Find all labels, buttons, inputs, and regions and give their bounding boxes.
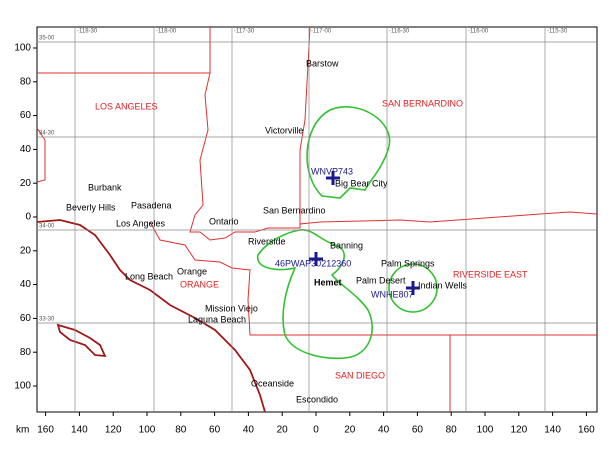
longitude-label: -116-30 [389,29,410,35]
county-line [149,221,451,412]
contour [257,229,373,360]
x-tick-label: 0 [313,425,319,436]
y-tick-label: 20 [20,245,32,256]
city-label: Hemet [314,277,342,287]
x-tick-label: 100 [139,425,156,436]
station-marker [309,252,323,266]
longitude-label: -118-00 [156,29,177,35]
city-label: San Bernardino [263,205,326,215]
city-label: Victorville [265,125,303,135]
longitude-label: -118-30 [77,29,98,35]
y-tick-label: 40 [20,144,32,155]
x-tick-label: 120 [510,425,527,436]
y-tick-label: 60 [20,313,32,324]
city-label: Ontario [209,216,239,226]
map-frame [36,26,598,413]
latitude-label: 33-30 [39,317,55,323]
county-line [189,72,598,241]
latitude-label: 34-00 [39,224,55,230]
city-label: Riverside [248,236,286,246]
y-tick-label: 100 [14,381,31,392]
longitude-label: -115-30 [547,29,568,35]
x-tick-label: 40 [378,425,390,436]
x-tick-label: 40 [243,425,255,436]
station-marker [326,171,340,185]
x-tick-label: 20 [277,425,289,436]
island [56,323,107,358]
x-tick-label: 160 [37,425,54,436]
station-marker [406,281,420,295]
city-label: Mission Viejo [205,303,258,313]
county-label: ORANGE [180,279,219,289]
city-label: Burbank [88,182,122,192]
x-tick-label: 60 [412,425,424,436]
city-label: Escondido [296,394,338,404]
axis-unit: km [16,425,29,436]
city-label: Los Angeles [116,218,166,228]
city-label: Laguna Beach [188,314,246,324]
city-label: Orange [177,266,207,276]
city-label: Big Bear City [335,178,388,188]
y-tick-label: 20 [20,178,32,189]
x-tick-label: 60 [209,425,221,436]
x-tick-label: 20 [344,425,356,436]
city-label: Palm Desert [356,275,406,285]
county-label: SAN BERNARDINO [382,98,463,108]
county-label: SAN DIEGO [335,370,385,380]
longitude-label: -117-30 [234,29,255,35]
y-tick-label: 60 [20,110,32,121]
county-line [299,26,311,228]
contour [388,263,438,313]
city-label: Indian Wells [418,280,467,290]
y-tick-label: 40 [20,279,32,290]
county-label: LOS ANGELES [95,101,158,111]
y-tick-label: 0 [25,212,31,223]
county-line [36,127,46,183]
x-tick-label: 120 [105,425,122,436]
city-label: Beverly Hills [66,202,116,212]
county-label: RIVERSIDE EAST [453,269,528,279]
x-tick-label: 80 [446,425,458,436]
coverage-contours [257,106,438,360]
y-tick-label: 100 [14,43,31,54]
city-label: Long Beach [125,271,173,281]
contour [306,106,391,199]
city-label: Pasadena [131,200,172,210]
y-tick-label: 80 [20,76,32,87]
longitude-label: -117-00 [311,29,332,35]
coastline [36,219,266,413]
latitude-label: 34-30 [39,131,55,137]
city-label: Palm Springs [381,258,435,268]
latitude-label: 35-00 [39,36,55,42]
x-tick-label: 140 [544,425,561,436]
y-tick-label: 80 [20,347,32,358]
station-label: WNVP743 [311,166,353,176]
station-label: 46PWAP30212360 [275,258,351,268]
longitude-label: -116-00 [468,29,489,35]
x-tick-label: 80 [175,425,187,436]
station-label: WNHE807 [371,289,414,299]
city-label: Banning [330,240,363,250]
x-tick-label: 100 [477,425,494,436]
city-label: Oceanside [251,378,294,388]
x-tick-label: 140 [71,425,88,436]
city-label: Barstow [306,58,339,68]
x-tick-label: 160 [578,425,595,436]
